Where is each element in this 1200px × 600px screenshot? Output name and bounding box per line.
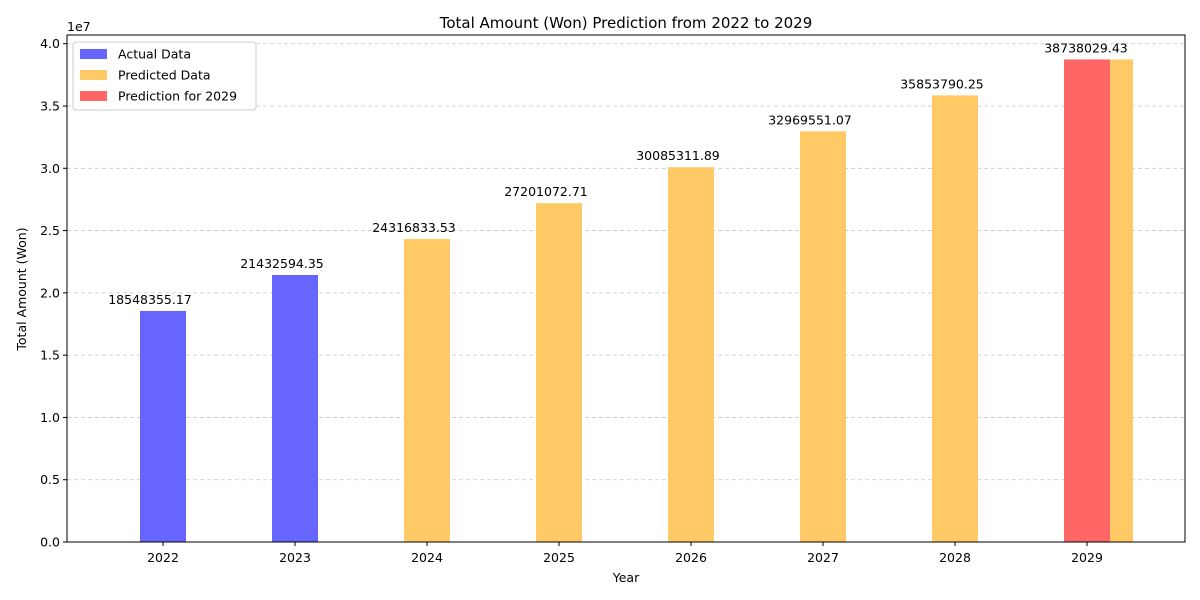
bar-predicted-data-2024 xyxy=(404,239,450,542)
x-tick-label-2022: 2022 xyxy=(147,550,179,565)
y-tick-label: 1.5 xyxy=(40,348,60,363)
bar-predicted-data-2025 xyxy=(536,203,582,542)
y-tick-label: 1.0 xyxy=(40,410,60,425)
bar-predicted-data-2027 xyxy=(800,131,846,542)
x-tick-label-2025: 2025 xyxy=(543,550,575,565)
y-tick-label: 0.5 xyxy=(40,472,60,487)
axes: 0.0 0.5 1.0 1.5 2.0 2.5 3.0 3.5 4.0 2022 2023 2024 2… xyxy=(40,34,1186,565)
legend-label: Prediction for 2029 xyxy=(118,89,237,104)
bar-actual-data-2023 xyxy=(272,275,318,542)
legend-swatch xyxy=(80,49,107,59)
legend-label: Predicted Data xyxy=(118,68,211,83)
x-tick-label-2023: 2023 xyxy=(279,550,311,565)
y-tick-label: 2.5 xyxy=(40,223,60,238)
y-axis-title: Total Amount (Won) xyxy=(14,227,29,351)
gridlines xyxy=(67,43,1185,543)
x-tick-label-2029: 2029 xyxy=(1071,550,1103,565)
y-tick-label: 0.0 xyxy=(40,535,60,550)
data-label-2022: 18548355.17 xyxy=(108,292,192,307)
bar-predicted-data-2026 xyxy=(668,167,714,542)
bar-predicted-data-2028 xyxy=(932,95,978,542)
bars xyxy=(140,59,1133,542)
x-tick-label-2026: 2026 xyxy=(675,550,707,565)
data-label-2029: 38738029.43 xyxy=(1044,40,1128,55)
legend: Actual Data Predicted Data Prediction for … xyxy=(72,41,257,111)
legend-label: Actual Data xyxy=(118,47,191,62)
y-tick-label: 3.0 xyxy=(40,161,60,176)
data-labels: 18548355.17 21432594.35 24316833.53 2720107… xyxy=(108,40,1128,307)
chart-title: Total Amount (Won) Prediction from 2022 … xyxy=(439,14,813,32)
data-label-2023: 21432594.35 xyxy=(240,256,324,271)
legend-swatch xyxy=(80,70,107,80)
legend-box xyxy=(72,41,257,111)
x-tick-label-2028: 2028 xyxy=(939,550,971,565)
y-tick-label: 4.0 xyxy=(40,36,60,51)
x-axis-title: Year xyxy=(612,570,640,585)
legend-swatch xyxy=(80,91,107,101)
data-label-2027: 32969551.07 xyxy=(768,112,852,127)
data-label-2024: 24316833.53 xyxy=(372,220,456,235)
x-tick-label-2027: 2027 xyxy=(807,550,839,565)
y-tick-label: 2.0 xyxy=(40,285,60,300)
data-label-2025: 27201072.71 xyxy=(504,184,588,199)
bar-prediction-for-2029-2029 xyxy=(1064,59,1110,542)
data-label-2026: 30085311.89 xyxy=(636,148,720,163)
plot-frame xyxy=(66,34,1186,543)
data-label-2028: 35853790.25 xyxy=(900,76,984,91)
y-tick-label: 3.5 xyxy=(40,99,60,114)
bar-actual-data-2022 xyxy=(140,310,186,542)
x-tick-label-2024: 2024 xyxy=(411,550,443,565)
y-axis-offset-label: 1e7 xyxy=(67,19,91,34)
